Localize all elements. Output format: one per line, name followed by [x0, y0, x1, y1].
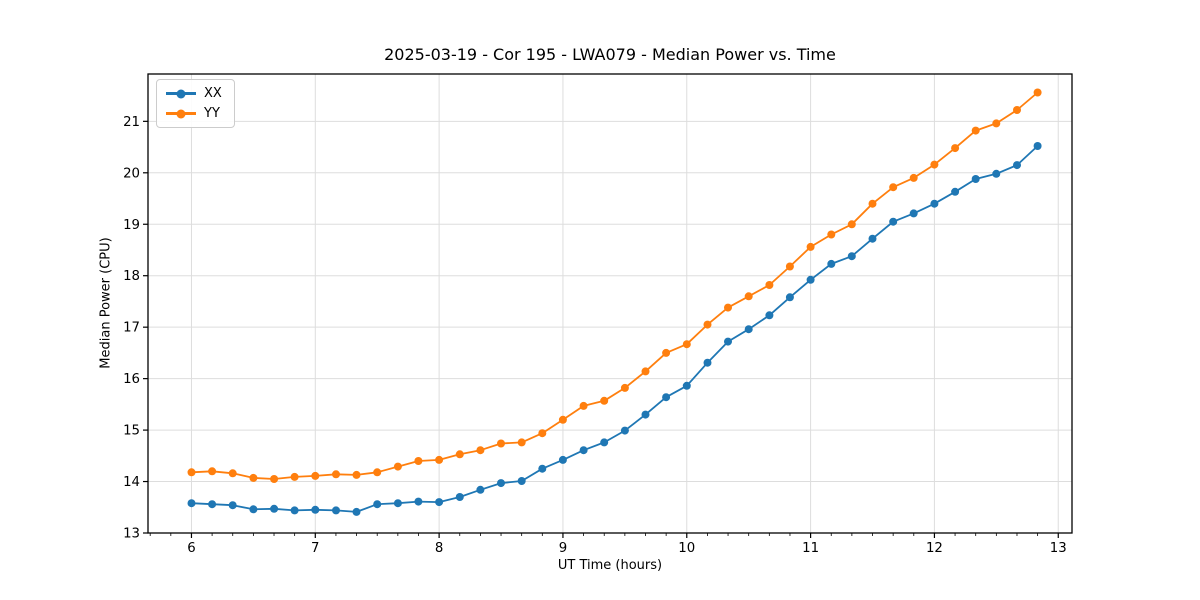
svg-text:14: 14 — [123, 475, 140, 490]
svg-text:8: 8 — [435, 541, 443, 556]
svg-text:15: 15 — [123, 424, 140, 439]
svg-text:12: 12 — [926, 541, 943, 556]
legend-line-marker-xx — [166, 89, 196, 98]
legend-item-yy: YY — [166, 107, 222, 120]
svg-text:21: 21 — [123, 115, 140, 130]
svg-text:6: 6 — [187, 541, 195, 556]
svg-text:19: 19 — [123, 218, 140, 233]
legend-label-xx: XX — [204, 86, 222, 101]
x-axis-label: UT Time (hours) — [557, 558, 663, 573]
svg-text:7: 7 — [311, 541, 319, 556]
svg-text:17: 17 — [123, 321, 140, 336]
svg-text:20: 20 — [123, 166, 140, 181]
legend-label-yy: YY — [204, 106, 220, 121]
svg-text:13: 13 — [1050, 541, 1067, 556]
chart-title: 2025-03-19 - Cor 195 - LWA079 - Median P… — [384, 45, 836, 64]
svg-text:11: 11 — [802, 541, 819, 556]
legend: XX YY — [156, 79, 235, 128]
svg-text:9: 9 — [559, 541, 567, 556]
svg-text:13: 13 — [123, 527, 140, 542]
svg-text:16: 16 — [123, 372, 140, 387]
svg-text:10: 10 — [678, 541, 695, 556]
svg-text:18: 18 — [123, 269, 140, 284]
legend-line-marker-yy — [166, 109, 196, 118]
legend-item-xx: XX — [166, 87, 222, 100]
